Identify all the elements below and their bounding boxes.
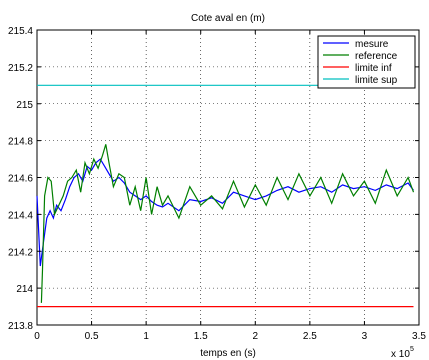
x-tick-label: 3.5 [412,331,426,342]
y-tick-label: 214.4 [8,210,33,221]
legend-label-limite-sup: limite sup [355,75,398,86]
x-tick-label: 2.5 [303,331,317,342]
y-tick-label: 215.4 [8,26,33,37]
x-tick-label: 0.5 [85,331,99,342]
x-tick-label: 0 [34,331,40,342]
legend-label-reference: reference [355,51,398,62]
legend-label-mesure: mesure [355,39,389,50]
x-tick-label: 3 [362,331,368,342]
y-tick-label: 213.8 [8,321,33,332]
x-tick-label: 2 [253,331,259,342]
x-tick-label: 1 [143,331,149,342]
legend-label-limite-inf: limite inf [355,63,392,74]
x-multiplier-label: x 10 [391,349,410,360]
y-tick-label: 214.2 [8,247,33,258]
chart-title: Cote aval en (m) [191,13,265,24]
x-axis-label: temps en (s) [200,348,256,359]
series-line-reference [40,144,415,303]
series-line-mesure [36,158,414,267]
axis-ticks: 0 0.5 1 1.5 2 2.5 3 3.5 213.8 214 214.2 214.4 214.6 2… [8,26,426,342]
y-tick-label: 214 [16,284,33,295]
x-multiplier-exponent: 5 [410,346,414,353]
y-tick-label: 215 [16,100,33,111]
y-tick-label: 214.8 [8,137,33,148]
y-tick-label: 214.6 [8,174,33,185]
y-tick-label: 215.2 [8,63,33,74]
x-tick-label: 1.5 [194,331,208,342]
